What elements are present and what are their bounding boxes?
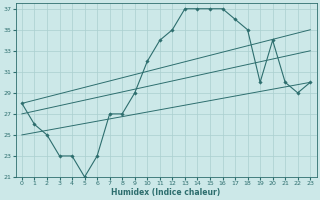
X-axis label: Humidex (Indice chaleur): Humidex (Indice chaleur): [111, 188, 221, 197]
